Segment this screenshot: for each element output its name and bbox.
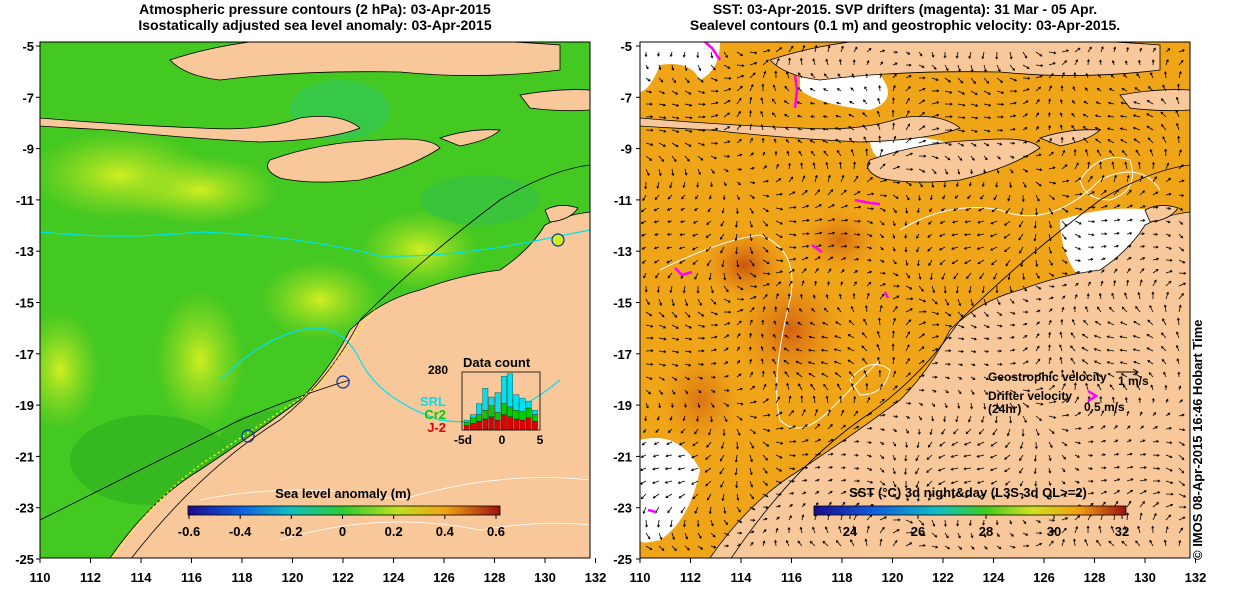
inset-ymax-label: 280 — [428, 363, 448, 377]
left-title-line1: Atmospheric pressure contours (2 hPa): 0… — [139, 1, 491, 17]
inset-title: Data count — [463, 355, 531, 370]
left-colorbar-ticks: -0.6 -0.4 -0.2 0 0.2 0.4 0.6 — [178, 515, 505, 539]
x-tick-label: 120 — [882, 570, 904, 585]
drifter-scale-label: 0.5 m/s — [1084, 400, 1125, 414]
inset-tick-neg5: -5d — [454, 433, 472, 447]
x-tick-label: 114 — [731, 570, 753, 585]
x-tick-label: 132 — [585, 570, 607, 585]
y-tick-label: -19 — [613, 398, 632, 413]
colorbar-tick-label: 0.4 — [436, 524, 455, 539]
y-tick-label: -23 — [15, 501, 34, 516]
x-tick-label: 130 — [534, 570, 556, 585]
colorbar-tick-label: 30 — [1047, 524, 1061, 539]
x-tick-label: 132 — [1185, 570, 1207, 585]
x-tick-label: 110 — [630, 570, 651, 585]
inset-tick-0: 0 — [499, 433, 506, 447]
x-tick-label: 130 — [1134, 570, 1156, 585]
right-y-axis: -5 -7 -9 -11 -13 -15 -17 -19 -21 -23 -25 — [613, 39, 640, 567]
x-tick-label: 118 — [832, 570, 853, 585]
y-tick-label: -7 — [22, 90, 34, 105]
x-tick-label: 122 — [332, 570, 354, 585]
x-tick-label: 128 — [1084, 570, 1106, 585]
sla-colorbar — [187, 505, 501, 516]
data-count-inset: Data count 280 -5d 0 5 SRL Cr2 J-2 — [420, 355, 544, 447]
left-title-line2: Isostatically adjusted sea level anomaly… — [138, 17, 492, 33]
drifter-velocity-label: Drifter velocity — [988, 389, 1072, 403]
sst-colorbar — [813, 505, 1127, 516]
x-tick-label: 110 — [30, 570, 51, 585]
geostrophic-velocity-arrows — [640, 44, 1187, 552]
right-colorbar-label: SST (°C) 3d night&day (L3S-3d QL>=2) — [849, 485, 1087, 500]
y-tick-label: -21 — [613, 449, 632, 464]
imos-credit: © IMOS 08-Apr-2015 16:46 Hobart Time — [1190, 319, 1205, 560]
x-tick-label: 118 — [232, 570, 253, 585]
x-tick-label: 124 — [983, 570, 1005, 585]
colorbar-tick-label: 26 — [911, 524, 925, 539]
y-tick-label: -13 — [15, 244, 34, 259]
y-tick-label: -13 — [613, 244, 632, 259]
x-tick-label: 124 — [383, 570, 405, 585]
y-tick-label: -5 — [620, 39, 632, 54]
right-map-frame — [639, 41, 1191, 559]
y-tick-label: -19 — [15, 398, 34, 413]
left-map-title: Atmospheric pressure contours (2 hPa): 0… — [40, 1, 590, 33]
drifter-velocity-period: (24hr) — [988, 402, 1021, 416]
right-title-line1: SST: 03-Apr-2015. SVP drifters (magenta)… — [712, 1, 1098, 17]
sst-map — [640, 42, 1190, 558]
x-tick-label: 116 — [181, 570, 202, 585]
colorbar-tick-label: 0.2 — [385, 524, 403, 539]
left-map-frame — [39, 41, 591, 559]
colorbar-tick-label: 0 — [339, 524, 346, 539]
y-tick-label: -7 — [620, 90, 632, 105]
colorbar-tick-label: 28 — [979, 524, 993, 539]
colorbar-tick-label: -0.6 — [178, 524, 200, 539]
y-tick-label: -9 — [620, 142, 632, 157]
y-tick-label: -11 — [614, 193, 632, 208]
x-tick-label: 112 — [680, 570, 701, 585]
geostrophic-scale-label: 1 m/s — [1118, 374, 1149, 388]
drifter-scale-arrow — [1087, 389, 1099, 403]
geostrophic-velocity-label: Geostrophic velocity — [988, 370, 1107, 384]
right-title-line2: Sealevel contours (0.1 m) and geostrophi… — [689, 17, 1121, 33]
y-tick-label: -5 — [22, 39, 34, 54]
drifter-tracks — [647, 42, 890, 514]
colorbar-tick-label: 0.6 — [487, 524, 505, 539]
left-colorbar-label: Sea level anomaly (m) — [275, 486, 411, 501]
y-tick-label: -17 — [613, 347, 632, 362]
right-map-title: SST: 03-Apr-2015. SVP drifters (magenta)… — [620, 1, 1190, 33]
inset-tick-5: 5 — [537, 433, 544, 447]
inset-histogram — [463, 373, 538, 431]
right-x-axis: 110 112 114 116 118 120 122 124 126 128 130 132 — [630, 558, 1207, 585]
x-tick-label: 116 — [781, 570, 802, 585]
colorbar-tick-label: 32 — [1115, 524, 1129, 539]
sea-level-anomaly-map — [40, 42, 590, 558]
left-x-axis: 110 112 114 116 118 120 122 124 126 128 130 132 — [30, 558, 607, 585]
x-tick-label: 112 — [80, 570, 101, 585]
x-tick-label: 120 — [282, 570, 304, 585]
y-tick-label: -15 — [15, 296, 34, 311]
colorbar-tick-label: -0.4 — [229, 524, 252, 539]
right-colorbar-ticks: 24 26 28 30 32 — [843, 515, 1129, 539]
legend-cr2: Cr2 — [424, 407, 446, 422]
left-y-axis: -5 -7 -9 -11 -13 -15 -17 -19 -21 -23 -25 — [15, 39, 40, 567]
legend-srl: SRL — [420, 394, 446, 409]
y-tick-label: -25 — [15, 552, 34, 567]
colorbar-tick-label: 24 — [843, 524, 858, 539]
legend-j2: J-2 — [427, 420, 446, 435]
y-tick-label: -17 — [15, 347, 34, 362]
y-tick-label: -11 — [16, 193, 34, 208]
x-tick-label: 122 — [932, 570, 954, 585]
colorbar-tick-label: -0.2 — [280, 524, 302, 539]
y-tick-label: -9 — [22, 142, 34, 157]
x-tick-label: 126 — [433, 570, 455, 585]
y-tick-label: -15 — [613, 296, 632, 311]
y-tick-label: -21 — [15, 449, 34, 464]
y-tick-label: -25 — [613, 552, 632, 567]
y-tick-label: -23 — [613, 501, 632, 516]
x-tick-label: 128 — [484, 570, 506, 585]
x-tick-label: 114 — [131, 570, 153, 585]
x-tick-label: 126 — [1033, 570, 1055, 585]
